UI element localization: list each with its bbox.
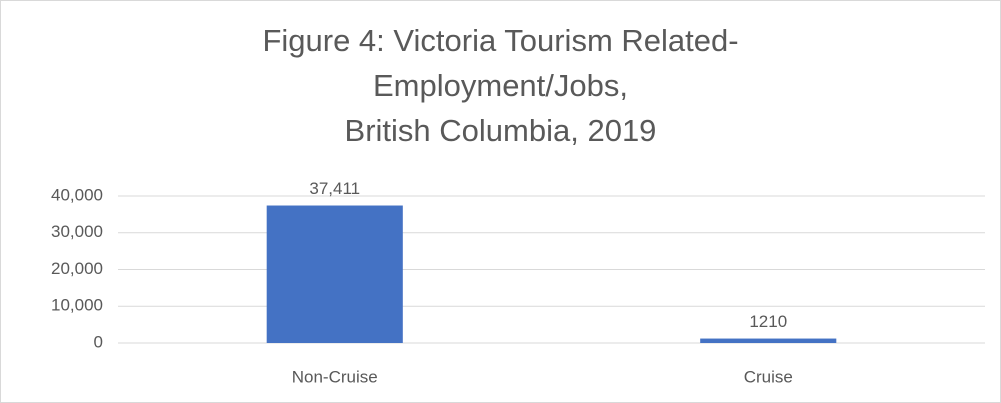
value-label: 1210 xyxy=(749,312,787,331)
value-label: 37,411 xyxy=(309,179,360,198)
x-tick-label: Non-Cruise xyxy=(292,367,378,386)
chart-title: Figure 4: Victoria Tourism Related- Empl… xyxy=(262,23,739,148)
y-tick-label: 0 xyxy=(94,332,103,351)
y-tick-label: 40,000 xyxy=(51,185,103,204)
y-tick-label: 10,000 xyxy=(51,296,103,315)
y-tick-label: 30,000 xyxy=(51,222,103,241)
bar xyxy=(266,205,403,343)
bar xyxy=(700,338,837,343)
y-tick-label: 20,000 xyxy=(51,259,103,278)
x-tick-label: Cruise xyxy=(744,367,793,386)
